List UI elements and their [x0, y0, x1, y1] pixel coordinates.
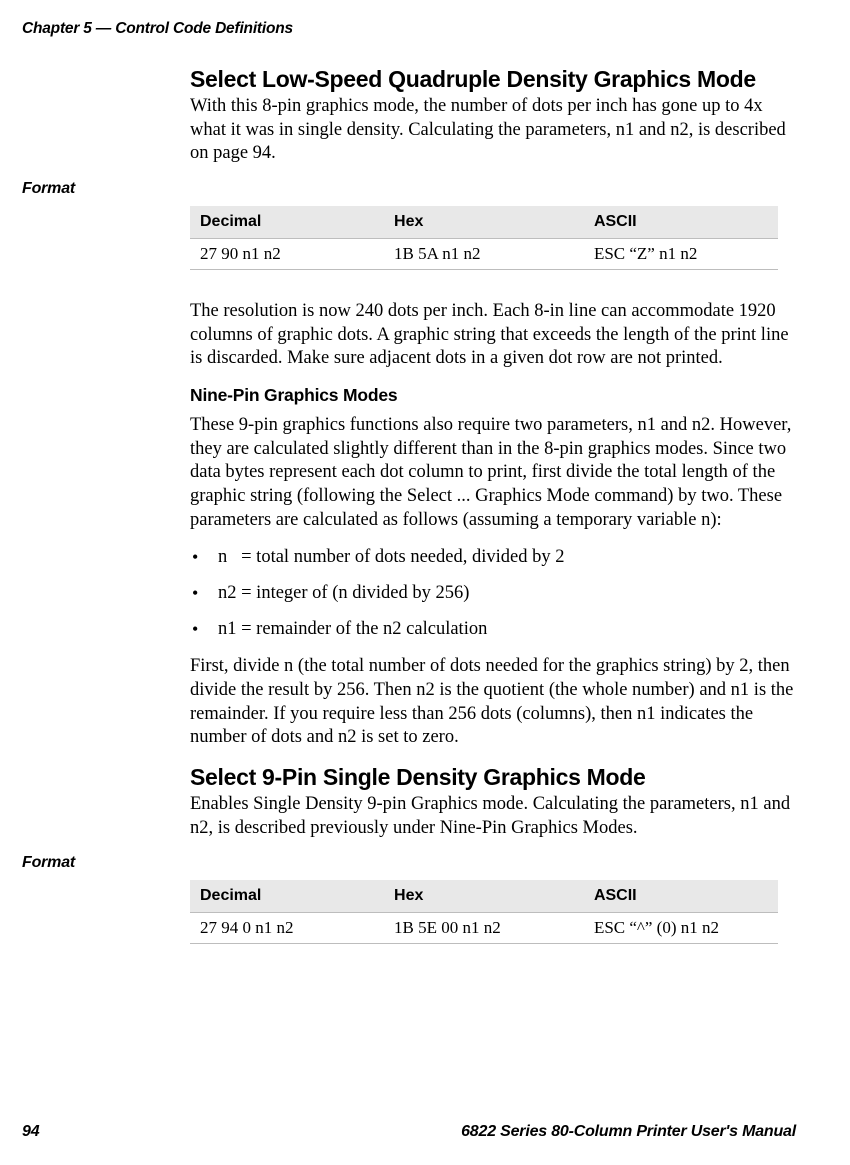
table-cell: ESC “Z” n1 n2	[584, 239, 778, 270]
table-header: Hex	[384, 206, 584, 239]
section-intro-quadruple: With this 8-pin graphics mode, the numbe…	[190, 95, 796, 166]
table-header: Decimal	[190, 880, 384, 913]
table-cell: 1B 5A n1 n2	[384, 239, 584, 270]
page-footer: 94 6822 Series 80-Column Printer User's …	[22, 1123, 796, 1141]
page-number: 94	[22, 1123, 39, 1141]
chapter-header: Chapter 5 — Control Code Definitions	[22, 20, 796, 38]
list-item: n2 = integer of (n divided by 256)	[190, 582, 796, 606]
nine-pin-paragraph: These 9-pin graphics functions also requ…	[190, 414, 796, 532]
table-cell: 27 94 0 n1 n2	[190, 913, 384, 944]
table-cell: 27 90 n1 n2	[190, 239, 384, 270]
format-table-1: Decimal Hex ASCII 27 90 n1 n2 1B 5A n1 n…	[190, 206, 778, 270]
list-item: n1 = remainder of the n2 calculation	[190, 618, 796, 642]
table-header: ASCII	[584, 880, 778, 913]
list-item: n = total number of dots needed, divided…	[190, 546, 796, 570]
table-row: 27 94 0 n1 n2 1B 5E 00 n1 n2 ESC “^” (0)…	[190, 913, 778, 944]
section-heading-9pin: Select 9-Pin Single Density Graphics Mod…	[190, 764, 796, 791]
section-heading-quadruple: Select Low-Speed Quadruple Density Graph…	[190, 66, 796, 93]
table-header: ASCII	[584, 206, 778, 239]
table-header: Hex	[384, 880, 584, 913]
table-row: 27 90 n1 n2 1B 5A n1 n2 ESC “Z” n1 n2	[190, 239, 778, 270]
table-cell: 1B 5E 00 n1 n2	[384, 913, 584, 944]
table-cell: ESC “^” (0) n1 n2	[584, 913, 778, 944]
manual-title: 6822 Series 80-Column Printer User's Man…	[461, 1123, 796, 1141]
section-intro-9pin: Enables Single Density 9-pin Graphics mo…	[190, 793, 796, 840]
format-table-2: Decimal Hex ASCII 27 94 0 n1 n2 1B 5E 00…	[190, 880, 778, 944]
nine-pin-heading: Nine-Pin Graphics Modes	[190, 385, 796, 406]
format-label-2: Format	[22, 854, 796, 872]
format-label-1: Format	[22, 180, 796, 198]
resolution-paragraph: The resolution is now 240 dots per inch.…	[190, 300, 796, 371]
bullet-list: n = total number of dots needed, divided…	[190, 546, 796, 641]
table-header: Decimal	[190, 206, 384, 239]
divide-paragraph: First, divide n (the total number of dot…	[190, 655, 796, 750]
